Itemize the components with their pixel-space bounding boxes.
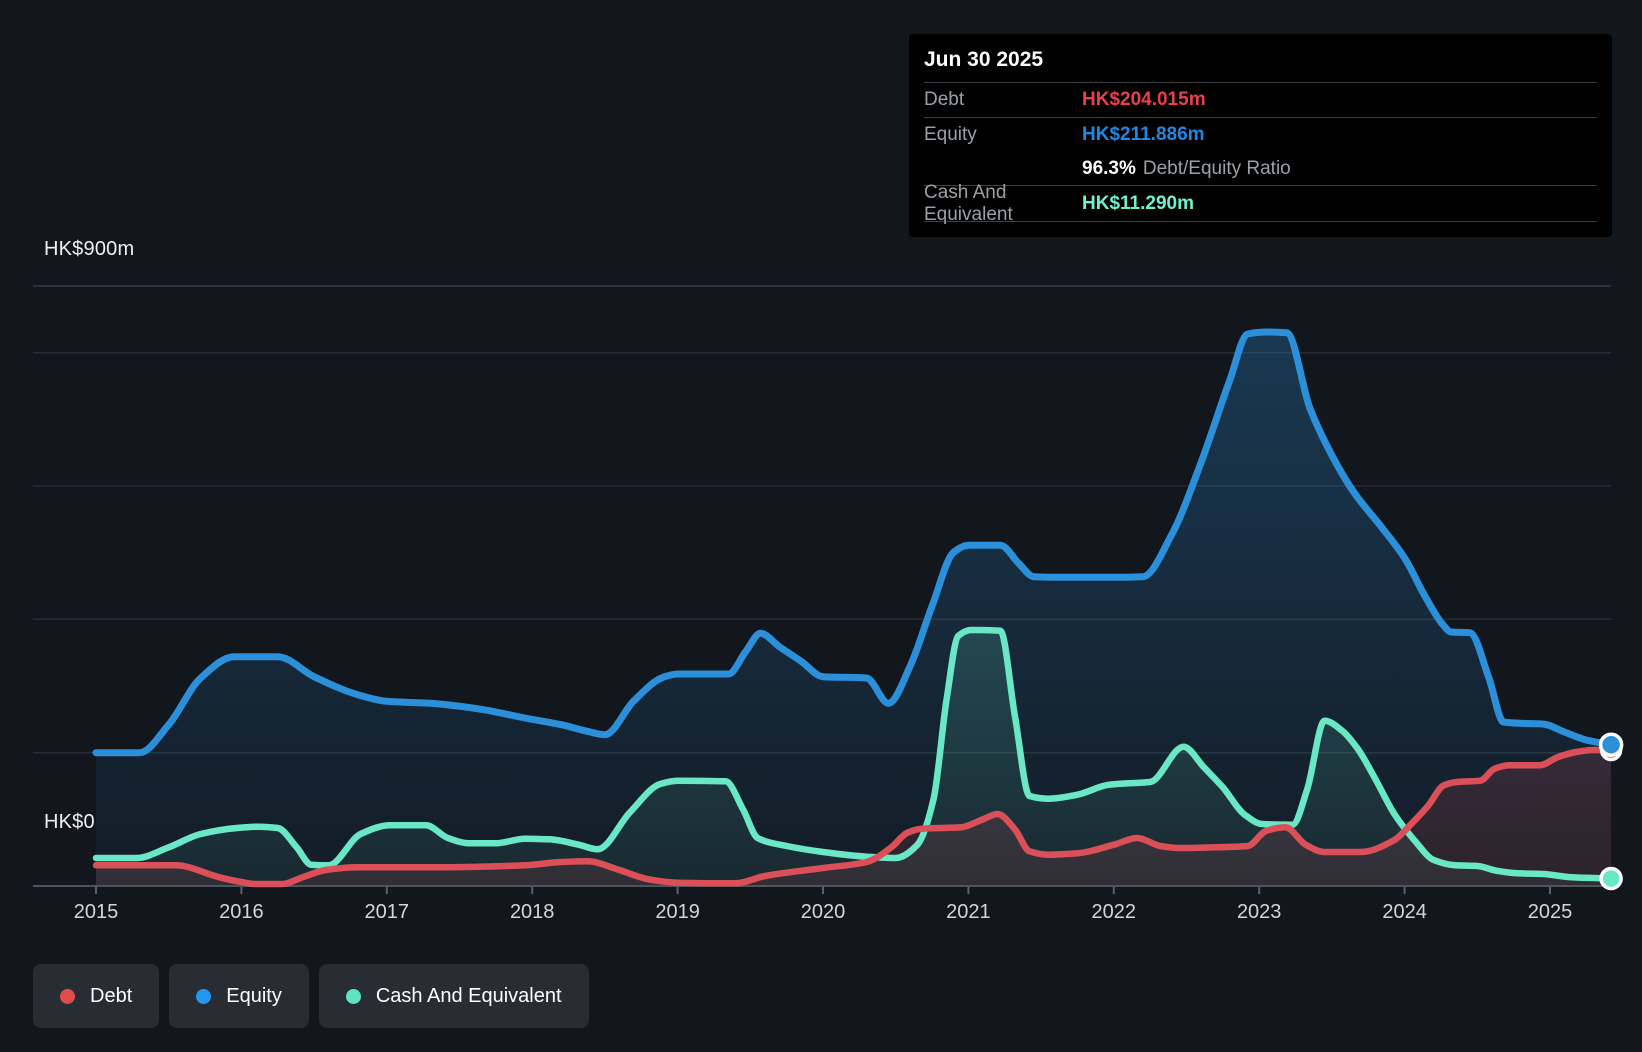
- equity-endpoint-dot[interactable]: [1598, 732, 1624, 757]
- x-axis-year-label-2018: 2018: [509, 901, 555, 923]
- tooltip-date: Jun 30 2025: [924, 48, 1044, 71]
- tooltip-cash-row: Cash And Equivalent HK$11.290m: [924, 182, 1597, 225]
- x-axis-year-label-2022: 2022: [1091, 901, 1137, 923]
- tooltip-cash-label: Cash And Equivalent: [924, 181, 1013, 225]
- legend-equity-label: Equity: [226, 984, 282, 1007]
- chart-legend: Debt Equity Cash And Equivalent: [33, 964, 589, 1028]
- debt-dot-icon: [60, 988, 75, 1004]
- cash-dot-icon: [345, 988, 361, 1004]
- legend-debt-label: Debt: [90, 984, 133, 1007]
- debt-line: [92, 746, 1615, 888]
- x-axis-year-label-2025: 2025: [1527, 901, 1573, 923]
- tooltip-debt-label: Debt: [924, 89, 965, 110]
- y-axis-zero-label: HK$0: [44, 811, 95, 833]
- tooltip-ratio-row: 96.3% Debt/Equity Ratio: [924, 152, 1597, 185]
- tooltip-ratio-value: 96.3%: [1082, 157, 1136, 179]
- tooltip-debt-row: Debt HK$204.015m: [924, 82, 1597, 117]
- cash-line: [92, 626, 1615, 882]
- x-axis-year-label-2020: 2020: [800, 901, 846, 923]
- equity-dot-icon: [196, 988, 212, 1004]
- cash-endpoint-dot[interactable]: [1599, 866, 1623, 891]
- legend-item-equity[interactable]: Equity: [169, 964, 309, 1028]
- cash-area: [96, 630, 1612, 886]
- x-axis-year-label-2024: 2024: [1382, 901, 1427, 923]
- legend-item-debt[interactable]: Debt: [33, 964, 160, 1028]
- y-axis-max-label: HK$900m: [44, 238, 135, 260]
- tooltip-equity-row: Equity HK$211.886m: [924, 117, 1597, 152]
- x-axis-year-label-2015: 2015: [73, 901, 119, 923]
- tooltip-cash-value: HK$11.290m: [1082, 192, 1194, 214]
- x-axis-year-label-2017: 2017: [364, 901, 410, 923]
- tooltip-bottom-rule: [924, 221, 1597, 239]
- x-axis-year-label-2016: 2016: [219, 901, 264, 923]
- legend-item-cash[interactable]: Cash And Equivalent: [318, 964, 589, 1028]
- tooltip-debt-value: HK$204.015m: [1082, 89, 1206, 110]
- x-axis-year-label-2019: 2019: [655, 901, 700, 923]
- tooltip-ratio-label: Debt/Equity Ratio: [1142, 157, 1291, 179]
- equity-line: [92, 328, 1615, 757]
- tooltip-equity-value: HK$211.886m: [1082, 124, 1205, 145]
- legend-cash-label: Cash And Equivalent: [375, 984, 562, 1007]
- x-axis-year-label-2023: 2023: [1236, 901, 1282, 923]
- tooltip-equity-label: Equity: [924, 124, 977, 145]
- debt-area: [96, 750, 1612, 886]
- x-axis-year-label-2021: 2021: [946, 901, 991, 923]
- chart-tooltip: Jun 30 2025 Debt HK$204.015m Equity HK$2…: [909, 34, 1612, 237]
- equity-area: [96, 332, 1612, 886]
